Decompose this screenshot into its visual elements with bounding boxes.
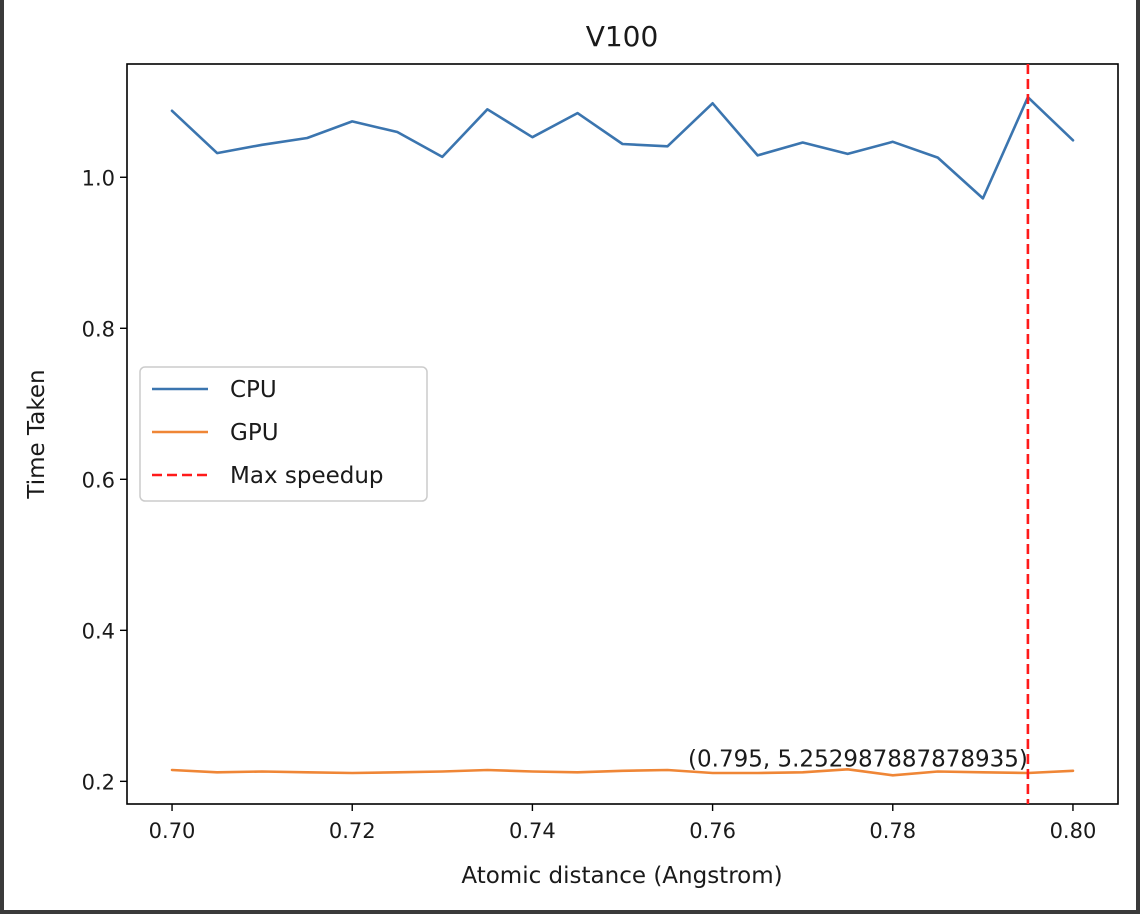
y-axis: 0.2 0.4 0.6 0.8 1.0 (82, 166, 127, 794)
y-tick-label: 0.2 (82, 770, 115, 794)
y-axis-label: Time Taken (24, 369, 50, 499)
legend-label: Max speedup (230, 463, 384, 489)
chart-title: V100 (586, 20, 659, 53)
series-line-cpu (170, 95, 1075, 200)
y-tick-label: 0.4 (82, 619, 115, 643)
x-tick-label: 0.78 (869, 819, 916, 843)
series-layer (170, 95, 1075, 777)
legend-label: GPU (230, 420, 279, 446)
y-tick-label: 0.6 (82, 468, 115, 492)
x-axis: 0.70 0.72 0.74 0.76 0.78 0.80 (149, 804, 1097, 843)
x-tick-label: 0.72 (329, 819, 376, 843)
y-tick-label: 0.8 (82, 317, 115, 341)
legend-label: CPU (230, 377, 277, 403)
x-axis-label: Atomic distance (Angstrom) (461, 863, 782, 889)
x-tick-label: 0.80 (1050, 819, 1097, 843)
y-tick-label: 1.0 (82, 166, 115, 190)
x-tick-label: 0.70 (149, 819, 196, 843)
x-tick-label: 0.74 (509, 819, 556, 843)
legend: CPU GPU Max speedup (139, 366, 428, 502)
plot-area (126, 63, 1119, 805)
legend-box (139, 366, 428, 502)
x-tick-label: 0.76 (689, 819, 736, 843)
max-speedup-annotation: (0.795, 5.252987887878935) (688, 746, 1028, 772)
series-line-gpu (170, 767, 1075, 777)
